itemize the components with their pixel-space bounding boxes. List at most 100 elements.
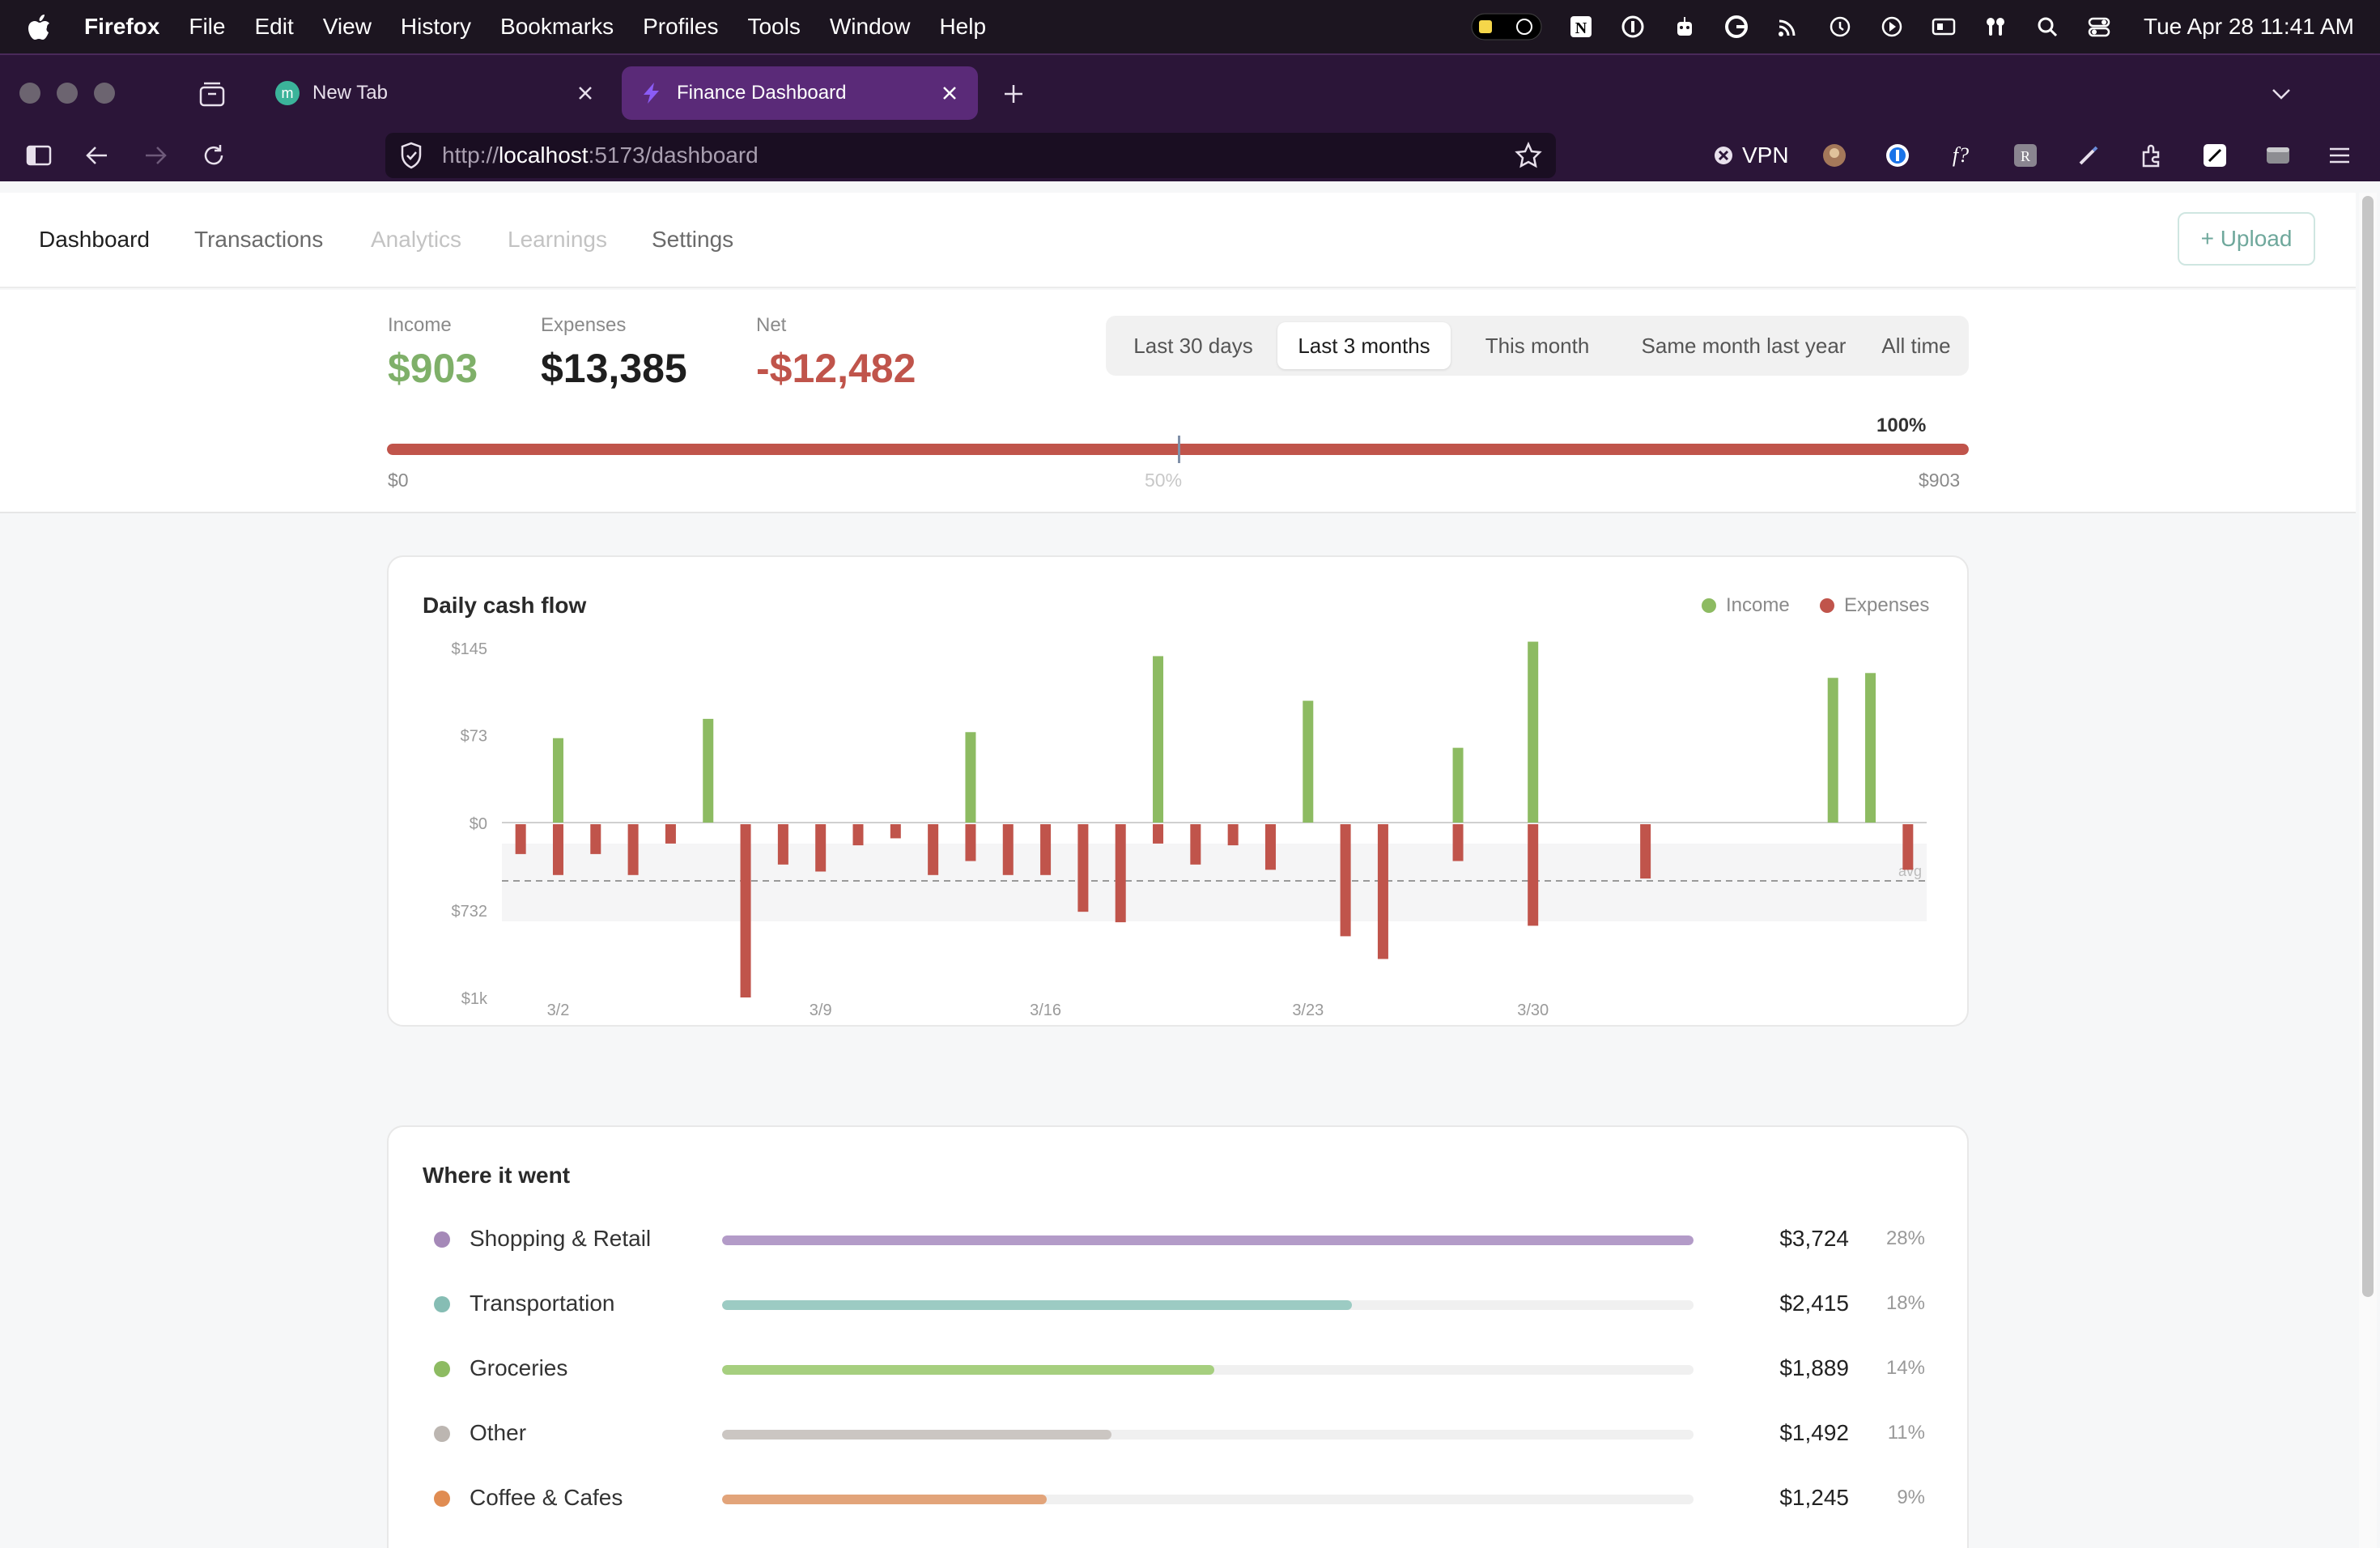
robot-icon[interactable] <box>1671 13 1698 40</box>
category-row[interactable]: Shopping & Retail $3,724 28% <box>389 1214 1970 1263</box>
category-amount: $2,415 <box>1779 1291 1849 1316</box>
menu-app-name[interactable]: Firefox <box>84 14 160 39</box>
range-last-3-months[interactable]: Last 3 months <box>1277 322 1451 369</box>
category-name: Other <box>470 1420 527 1445</box>
reader-extension-icon[interactable]: R <box>2011 141 2040 170</box>
display-icon[interactable] <box>1930 13 1957 40</box>
play-icon[interactable] <box>1878 13 1906 40</box>
vpn-button[interactable]: VPN <box>1713 139 1789 172</box>
menu-profiles[interactable]: Profiles <box>643 14 719 39</box>
menubar-clock[interactable]: Tue Apr 28 11:41 AM <box>2144 14 2354 39</box>
scrollbar-thumb[interactable] <box>2362 196 2374 1297</box>
notion-icon[interactable]: N <box>1567 13 1595 40</box>
category-amount: $1,245 <box>1779 1485 1849 1510</box>
close-tab-icon[interactable] <box>573 81 597 105</box>
menu-tools[interactable]: Tools <box>747 14 801 39</box>
forward-arrow-icon[interactable] <box>138 138 173 173</box>
category-amount: $1,492 <box>1779 1420 1849 1445</box>
apple-menu-icon[interactable] <box>28 13 68 40</box>
profile-avatar-icon[interactable] <box>1820 141 1849 170</box>
expenses-label: Expenses <box>541 314 627 336</box>
category-color-dot <box>434 1296 450 1312</box>
reload-icon[interactable] <box>196 138 232 173</box>
menu-window[interactable]: Window <box>829 14 911 39</box>
page-scrollbar[interactable] <box>2359 193 2377 1548</box>
feed-icon[interactable] <box>1774 13 1802 40</box>
category-bar-track <box>722 1235 1694 1245</box>
expense-bar <box>515 824 526 854</box>
expense-bar <box>928 824 939 875</box>
notes-extension-icon[interactable] <box>2200 141 2229 170</box>
control-center-icon[interactable] <box>2085 13 2113 40</box>
legend-expenses-swatch <box>1820 598 1834 613</box>
expense-bar <box>852 824 864 846</box>
airpods-icon[interactable] <box>1982 13 2009 40</box>
upload-button[interactable]: + Upload <box>2178 212 2315 266</box>
income-bar <box>1303 700 1314 823</box>
range-same-month-last-year[interactable]: Same month last year <box>1641 333 1847 358</box>
tab-overview-icon[interactable] <box>196 78 228 110</box>
url-bar[interactable]: http://localhost:5173/dashboard <box>385 133 1556 178</box>
close-tab-icon[interactable] <box>937 81 962 105</box>
shield-icon[interactable] <box>395 139 427 172</box>
color-picker-extension-icon[interactable] <box>2074 141 2103 170</box>
category-name: Transportation <box>470 1291 615 1316</box>
budget-midpoint-marker <box>1178 436 1180 463</box>
menu-file[interactable]: File <box>189 14 226 39</box>
expense-bar <box>1640 824 1651 879</box>
tab-list-chevron-icon[interactable] <box>2267 79 2296 108</box>
summary-panel: Income $903 Expenses $13,385 Net -$12,48… <box>0 290 2356 513</box>
hamburger-menu-icon[interactable] <box>2325 141 2354 170</box>
toggle-pill-icon[interactable] <box>1470 13 1543 40</box>
tab-finance-dashboard[interactable]: Finance Dashboard <box>622 66 978 120</box>
nav-transactions[interactable]: Transactions <box>194 227 324 252</box>
time-machine-icon[interactable] <box>1826 13 1854 40</box>
grammarly-icon[interactable] <box>1723 13 1750 40</box>
window-zoom-button[interactable] <box>94 83 115 104</box>
tab-title: Finance Dashboard <box>677 82 847 104</box>
x-tick-label: 3/9 <box>810 1002 832 1019</box>
window-minimize-button[interactable] <box>57 83 78 104</box>
expenses-stat: Expenses $13,385 <box>541 314 687 392</box>
window-extension-icon[interactable] <box>2263 141 2293 170</box>
legend-income-label: Income <box>1726 594 1790 616</box>
menu-help[interactable]: Help <box>939 14 987 39</box>
range-this-month[interactable]: This month <box>1485 333 1590 358</box>
expense-bar <box>1528 824 1539 926</box>
password-manager-icon[interactable] <box>1619 13 1647 40</box>
x-tick-label: 3/16 <box>1030 1002 1061 1019</box>
nav-analytics[interactable]: Analytics <box>371 227 462 252</box>
nav-dashboard[interactable]: Dashboard <box>39 227 150 252</box>
menu-bookmarks[interactable]: Bookmarks <box>500 14 614 39</box>
menu-history[interactable]: History <box>400 14 472 39</box>
formula-extension-icon[interactable]: f? <box>1952 143 1970 167</box>
onepassword-extension-icon[interactable] <box>1883 141 1912 170</box>
range-last-30-days[interactable]: Last 30 days <box>1133 333 1253 358</box>
income-label: Income <box>388 314 452 336</box>
new-tab-plus-icon[interactable] <box>999 79 1028 108</box>
menu-view[interactable]: View <box>322 14 372 39</box>
category-row[interactable]: Coffee & Cafes $1,245 9% <box>389 1474 1970 1522</box>
category-row[interactable]: Groceries $1,889 14% <box>389 1344 1970 1393</box>
tab-new-tab[interactable]: m New Tab <box>257 66 614 120</box>
menu-edit[interactable]: Edit <box>254 14 294 39</box>
category-row[interactable]: Transportation $2,415 18% <box>389 1279 1970 1328</box>
category-color-dot <box>434 1231 450 1248</box>
category-row[interactable]: Other $1,492 11% <box>389 1409 1970 1457</box>
range-all-time[interactable]: All time <box>1881 333 1951 358</box>
nav-settings[interactable]: Settings <box>652 227 734 252</box>
extensions-puzzle-icon[interactable] <box>2137 141 2166 170</box>
sidebar-toggle-icon[interactable] <box>21 138 57 173</box>
date-range-selector: Last 30 days Last 3 months This month Sa… <box>1106 316 1969 376</box>
category-amount: $1,889 <box>1779 1355 1849 1380</box>
window-close-button[interactable] <box>19 83 40 104</box>
bolt-favicon-icon <box>640 81 664 105</box>
progress-mid-label: 50% <box>1145 470 1183 491</box>
net-stat: Net -$12,482 <box>756 314 916 392</box>
bookmark-star-icon[interactable] <box>1512 139 1545 172</box>
category-percent: 28% <box>1885 1227 1925 1249</box>
nav-learnings[interactable]: Learnings <box>508 227 607 252</box>
expense-bar <box>590 824 601 854</box>
spotlight-search-icon[interactable] <box>2034 13 2061 40</box>
back-arrow-icon[interactable] <box>79 138 115 173</box>
